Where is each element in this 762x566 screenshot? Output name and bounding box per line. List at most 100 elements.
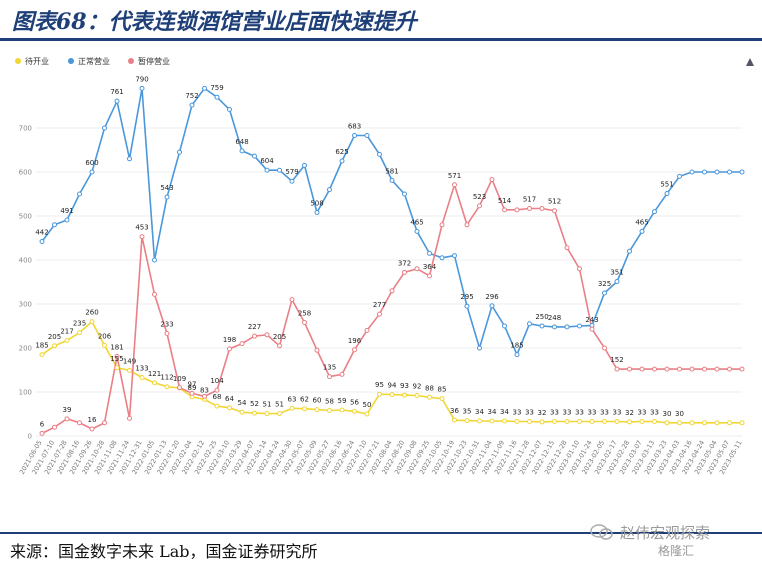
y-tick-label: 200 [19,345,32,353]
data-label-pending: 155 [110,355,123,363]
data-label-pending: 30 [663,410,672,418]
data-label-paused: 523 [473,193,486,201]
data-point-pending [327,407,332,413]
legend-marker-pending [15,58,21,64]
data-point-paused [652,366,657,372]
data-point-open [614,279,620,285]
data-label-pending: 121 [148,370,161,378]
data-point-open [389,177,395,183]
data-point-open [302,162,307,168]
data-point-pending [702,420,707,426]
data-label-paused: 258 [298,309,311,317]
data-label-pending: 30 [675,410,684,418]
data-point-open [264,167,270,173]
data-point-open [527,321,532,327]
data-point-pending [164,384,170,390]
data-point-paused [202,393,207,399]
data-point-open [352,132,357,138]
data-point-paused [177,385,182,391]
data-point-open [627,248,632,254]
data-label-paused: 514 [498,197,512,205]
chart-title: 图表68：代表连锁酒馆营业店面快速提升 [12,9,417,35]
data-point-paused [64,416,70,422]
data-label-pending: 51 [275,401,284,409]
data-point-paused [139,234,145,240]
data-point-open [739,169,745,175]
data-point-open [714,169,720,175]
data-point-pending [552,418,557,424]
data-label-pending: 109 [173,375,186,383]
data-label-pending: 56 [350,398,359,406]
data-point-open [477,345,482,351]
data-label-pending: 33 [588,408,597,416]
data-point-pending [427,394,432,400]
data-point-pending [677,420,682,426]
data-point-open [452,253,457,259]
data-point-open [177,149,182,155]
data-label-pending: 33 [575,408,584,416]
data-point-pending [302,406,307,412]
data-label-pending: 95 [375,381,384,389]
data-point-open [202,85,207,91]
data-label-open: 625 [335,148,348,156]
data-point-pending [127,367,132,373]
data-point-open [114,98,120,104]
data-point-paused [689,366,695,372]
data-point-paused [89,426,95,432]
data-label-paused: 39 [63,406,72,414]
data-label-pending: 33 [613,408,622,416]
data-label-pending: 149 [123,357,136,365]
data-label-paused: 517 [523,196,536,204]
data-point-pending [539,419,545,425]
data-label-open: 683 [348,122,361,130]
data-point-paused [77,420,82,426]
data-label-pending: 217 [60,328,73,336]
footer-rule [0,532,762,534]
data-label-pending: 54 [238,399,247,407]
data-label-pending: 93 [400,382,409,390]
data-point-paused [427,273,432,279]
y-tick-label: 700 [19,125,32,133]
data-label-pending: 260 [85,309,98,317]
data-point-open [427,250,432,256]
data-label-pending: 205 [48,333,61,341]
y-tick-label: 400 [19,257,32,265]
data-point-paused [339,371,345,377]
data-point-paused [189,390,195,396]
data-point-paused [727,366,732,372]
data-point-pending [414,393,420,399]
data-point-paused [377,311,382,317]
data-label-open: 579 [285,168,298,176]
data-label-paused: 571 [448,172,461,180]
data-point-pending [239,409,245,415]
data-point-pending [314,407,320,413]
data-point-paused [252,333,257,339]
data-point-open [139,85,145,91]
data-label-open: 295 [460,293,473,301]
data-point-paused [52,424,57,430]
data-point-pending [489,418,495,424]
data-point-open [364,132,370,138]
data-point-paused [264,332,270,338]
data-point-paused [477,203,482,209]
data-label-paused: 196 [348,337,362,345]
watermark-text: 赵伟宏观探索 [620,524,711,542]
data-point-open [652,209,657,215]
data-label-open: 752 [185,92,198,100]
data-point-paused [389,288,395,294]
data-point-pending [89,319,95,325]
data-point-open [577,323,582,329]
data-point-open [64,217,70,223]
data-point-paused [414,266,420,272]
data-point-paused [577,266,582,272]
data-label-paused: 205 [273,333,286,341]
data-point-open [102,125,107,131]
y-tick-label: 500 [19,213,32,221]
data-point-open [489,303,495,309]
data-point-open [402,191,407,197]
data-label-paused: 6 [40,420,45,428]
data-label-pending: 34 [500,408,509,416]
data-label-paused: 372 [398,259,411,267]
data-point-pending [602,418,607,424]
